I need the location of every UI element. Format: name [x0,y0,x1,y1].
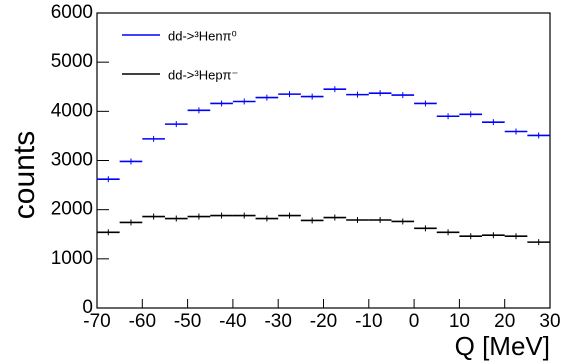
x-tick-label: 30 [539,311,560,332]
y-tick-label: 4000 [51,100,93,121]
x-tick-label: -20 [310,311,337,332]
plot-frame [96,12,551,309]
x-tick-label: 20 [494,311,515,332]
y-tick-label: 5000 [51,51,93,72]
legend-label: dd->³Henπ⁰ [168,28,237,43]
y-tick-label: 3000 [51,150,93,171]
x-tick-label: -70 [83,311,110,332]
x-tick-label: -60 [129,311,156,332]
y-axis-label: counts [8,131,41,219]
legend-label: dd->³Hepπ⁻ [168,67,238,82]
x-tick-label: 0 [409,311,420,332]
x-axis-label: Q [MeV] [455,331,550,361]
x-tick-label: -10 [355,311,382,332]
y-tick-label: 6000 [51,2,93,23]
y-tick-label: 0 [82,297,93,318]
y-tick-label: 1000 [51,248,93,269]
y-tick-label: 2000 [51,199,93,220]
x-tick-label: -40 [219,311,246,332]
x-tick-label: -50 [174,311,201,332]
x-tick-label: 10 [449,311,470,332]
x-tick-label: -30 [264,311,291,332]
